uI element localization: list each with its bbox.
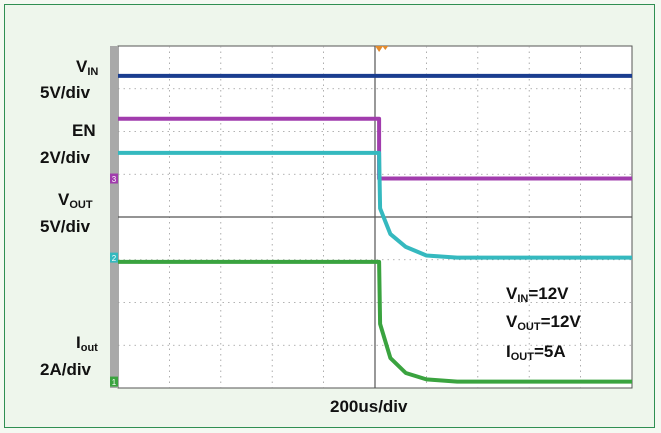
trace-vout [118,150,632,260]
channel-marker-label: 1 [112,378,117,387]
trigger-marker [382,46,389,50]
channel-marker-label: 3 [112,175,117,184]
annotation-vin: VIN=12V [506,284,569,306]
channel-marker [110,376,118,387]
channel-scale-iout: 2A/div [40,360,92,379]
channel-scale-vin: 5V/div [40,83,91,102]
trace-iout [118,259,632,384]
channel-label-en: EN [72,121,96,140]
trace-en [118,116,632,181]
channel-label-iout: Iout [76,333,98,355]
channel-marker [110,173,118,184]
channel-scale-vout: 5V/div [40,217,91,236]
annotation-iout: IOUT=5A [506,342,566,364]
channel-marker [110,252,118,263]
channel-scale-en: 2V/div [40,148,91,167]
channel-marker-label: 2 [112,254,117,263]
channel-label-vin: VIN [76,57,99,79]
annotation-vout: VOUT=12V [506,312,581,334]
channel-label-vout: VOUT [58,190,93,212]
trigger-marker [375,46,384,52]
marker-strip [110,46,118,388]
x-axis-label: 200us/div [330,397,408,416]
